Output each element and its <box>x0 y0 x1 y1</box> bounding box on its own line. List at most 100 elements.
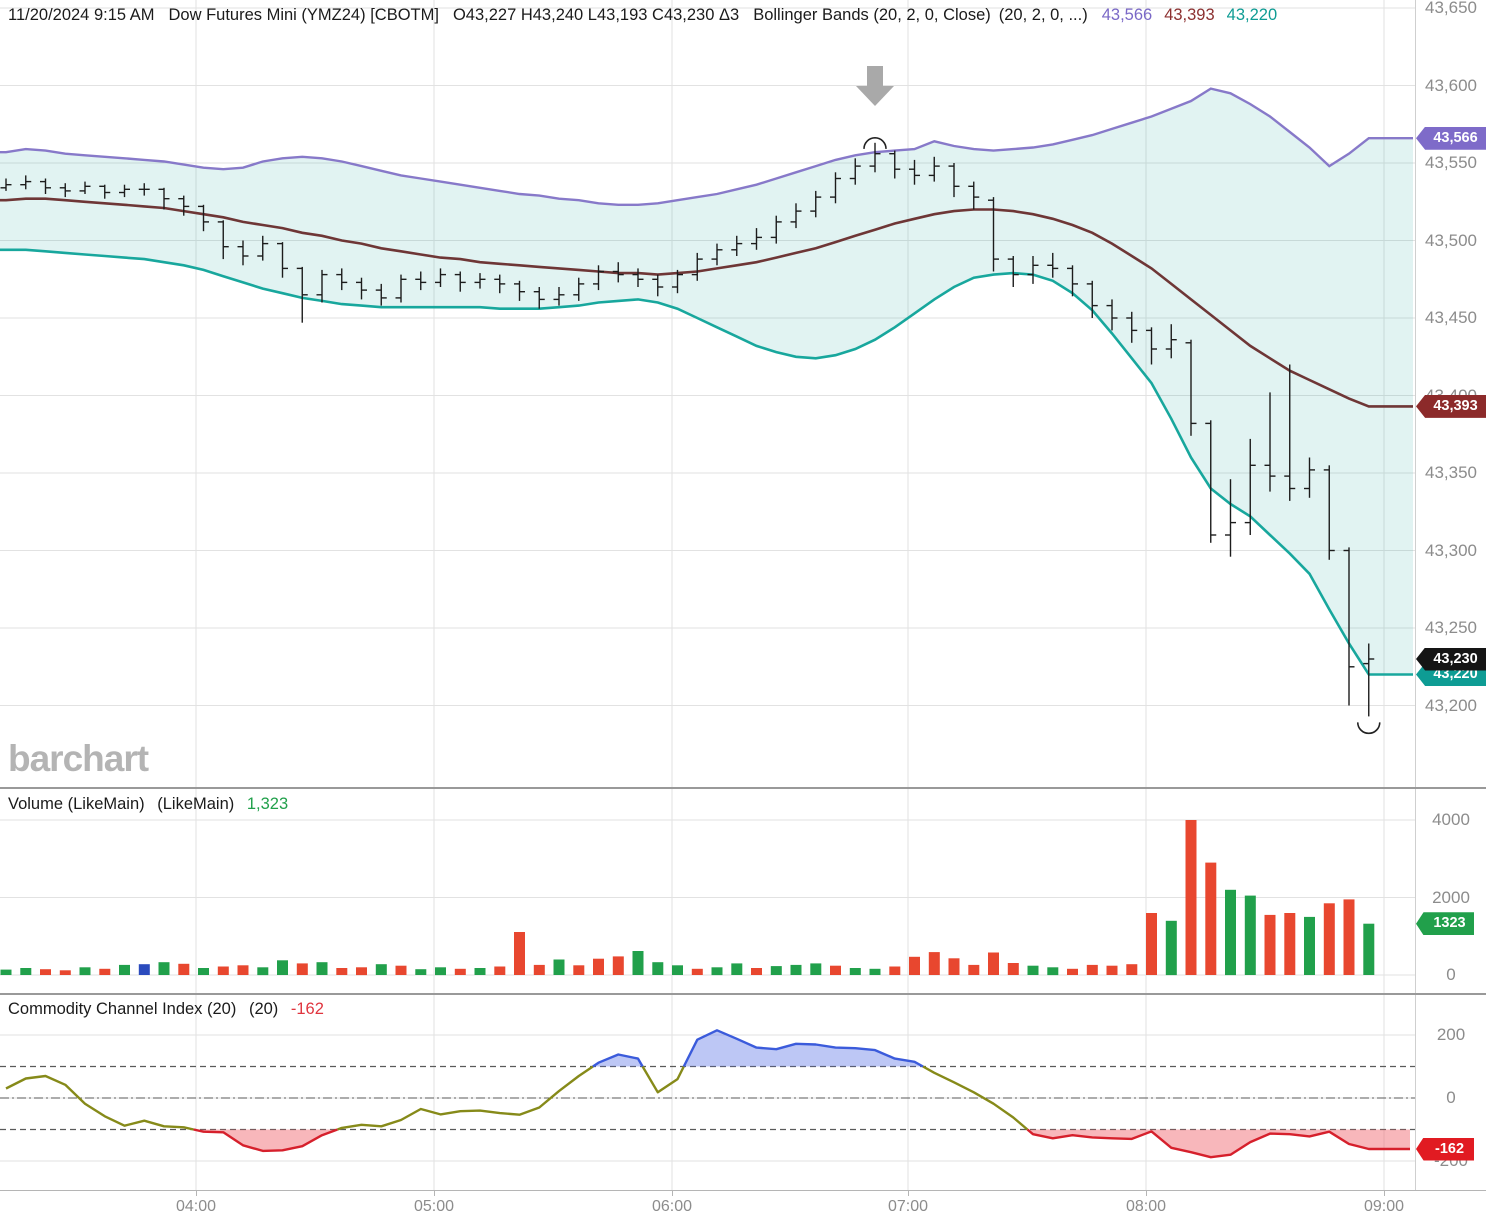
time-axis-tick-mark <box>434 1190 435 1196</box>
time-axis-tick: 06:00 <box>651 1198 693 1215</box>
ohlc-bar <box>40 178 51 194</box>
volume-bar <box>909 956 920 975</box>
price-axis-tick: 43,450 <box>1425 308 1477 327</box>
ohlc-bar <box>1106 299 1118 331</box>
volume-bar <box>1304 916 1315 975</box>
bollinger-middle-line <box>0 197 1413 408</box>
ohlc-bar <box>336 268 348 291</box>
header-study-params[interactable]: (20, 2, 0, ...) <box>998 5 1088 24</box>
arc-high-annotation <box>863 137 887 149</box>
price-chart-plot[interactable] <box>0 0 1415 788</box>
time-axis-tick-mark <box>1384 1190 1385 1196</box>
volume-bar <box>731 963 743 975</box>
cci-line-segment <box>641 1065 685 1094</box>
volume-bar <box>1205 862 1217 975</box>
cci-line-segment <box>5 1074 194 1131</box>
ohlc-bar <box>454 271 466 292</box>
volume-bar <box>889 966 901 975</box>
ohlc-bar <box>158 187 170 210</box>
ohlc-bar <box>652 274 664 297</box>
header-datetime: 11/20/2024 9:15 AM <box>8 5 155 24</box>
volume-bar <box>988 952 999 975</box>
cci-axis-tick: 200 <box>1436 1025 1466 1044</box>
price-volume-separator[interactable] <box>0 787 1486 789</box>
price-last-price-badge: 43,230 <box>1416 647 1486 671</box>
volume-bar <box>198 968 209 975</box>
ohlc-bar <box>296 266 308 323</box>
time-axis-tick-mark <box>908 1190 909 1196</box>
ohlc-bar <box>1126 311 1138 343</box>
volume-bar <box>1067 968 1078 975</box>
cci-line-segment <box>922 1065 1029 1131</box>
volume-bar <box>1225 889 1236 976</box>
header-study-name[interactable]: Bollinger Bands (20, 2, 0, Close) <box>753 5 991 24</box>
ohlc-bar <box>1067 265 1078 297</box>
ohlc-bar <box>988 197 999 272</box>
volume-bar <box>672 965 683 975</box>
cci-line-segment <box>682 1029 924 1068</box>
volume-bar <box>869 968 881 975</box>
cci-chart-plot[interactable] <box>0 994 1415 1190</box>
ohlc-bar <box>237 240 249 266</box>
volume-study-params[interactable]: (LikeMain) <box>157 795 235 813</box>
volume-bar <box>1185 820 1197 975</box>
header-upper-band-value: 43,566 <box>1101 5 1153 24</box>
ohlc-bar <box>1323 465 1335 560</box>
volume-bar <box>415 969 427 975</box>
volume-bar <box>356 967 367 976</box>
ohlc-bar <box>849 158 861 185</box>
volume-axis-tick: 4000 <box>1432 810 1470 829</box>
volume-bar <box>612 956 624 975</box>
volume-bar <box>1106 965 1118 975</box>
ohlc-bar <box>533 287 545 309</box>
cci-panel-label: Commodity Channel Index (20) (20) -162 <box>8 1000 324 1019</box>
ohlc-bar <box>1363 643 1375 717</box>
bollinger-band-fill <box>0 88 1413 675</box>
ohlc-bar <box>435 268 446 287</box>
volume-bar <box>632 951 644 975</box>
cci-last-badge: -162 <box>1416 1137 1474 1161</box>
volume-bar <box>711 967 723 976</box>
cci-line-segment <box>193 1128 338 1153</box>
axis-border-line <box>1415 0 1416 1190</box>
volume-bar <box>1264 914 1276 975</box>
volume-study-title[interactable]: Volume (LikeMain) <box>8 795 145 813</box>
price-axis-tick: 43,200 <box>1425 695 1477 715</box>
volume-bar <box>1047 967 1059 976</box>
ohlc-bar <box>1146 327 1157 365</box>
volume-bar <box>20 968 32 975</box>
bollinger-lower-line <box>0 248 1413 676</box>
volume-bar <box>1165 920 1177 976</box>
volume-chart-plot[interactable] <box>0 788 1415 994</box>
ohlc-bar <box>79 181 91 194</box>
volume-bar <box>99 968 111 975</box>
ohlc-bar <box>1244 438 1256 535</box>
header-ohlc-values: O43,227 H43,240 L43,193 C43,230 Δ3 <box>452 5 740 24</box>
ohlc-bar <box>731 235 743 256</box>
volume-cci-separator[interactable] <box>0 993 1486 995</box>
ohlc-bar <box>494 274 506 294</box>
right-price-axis[interactable]: 43,65043,60043,55043,50043,45043,40043,3… <box>1415 0 1486 1226</box>
cci-study-title[interactable]: Commodity Channel Index (20) <box>8 1000 237 1018</box>
arc-low-annotation <box>1356 722 1381 735</box>
ohlc-bar <box>1284 364 1296 501</box>
ohlc-bar <box>0 178 12 191</box>
volume-bar <box>375 964 387 975</box>
ohlc-bar <box>711 243 723 266</box>
volume-last-badge: 1323 <box>1416 912 1474 936</box>
price-axis-tick: 43,300 <box>1425 540 1477 560</box>
bollinger-upper-line <box>0 87 1413 207</box>
volume-bar <box>1343 899 1355 975</box>
ohlc-bar <box>909 159 920 185</box>
volume-bar <box>1007 963 1019 975</box>
ohlc-bar <box>1007 256 1019 287</box>
volume-bar <box>928 952 940 975</box>
header-symbol: Dow Futures Mini (YMZ24) [CBOTM] <box>168 5 439 24</box>
price-axis-tick: 43,650 <box>1425 0 1477 17</box>
cci-study-params[interactable]: (20) <box>248 1000 279 1018</box>
ohlc-bar <box>138 183 150 196</box>
ohlc-bar <box>356 277 367 300</box>
cci-overbought-fill <box>592 1054 643 1067</box>
ohlc-bar <box>968 181 980 210</box>
ohlc-bar <box>257 235 269 261</box>
